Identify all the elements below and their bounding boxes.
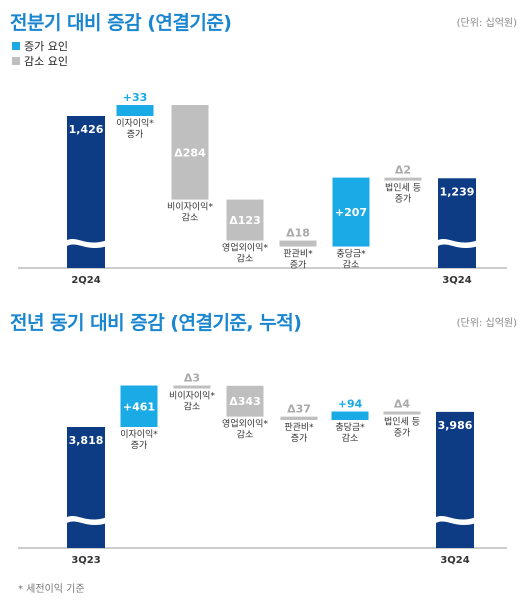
step-value-label: +461 <box>123 400 155 413</box>
decrease-bar <box>383 411 421 415</box>
step-description-label: 판관비* <box>284 422 314 433</box>
category-label: 3Q24 <box>440 555 469 566</box>
step-description-label: 비이자이익* <box>167 201 213 213</box>
step-value-label: Δ123 <box>229 214 260 227</box>
step-description-label: 충당금* <box>335 422 365 433</box>
chart-title: 전분기 대비 증감 (연결기준) <box>10 12 232 34</box>
category-label: 2Q24 <box>71 275 100 286</box>
legend-label-decrease: 감소 요인 <box>24 54 68 68</box>
step-value-label: Δ18 <box>286 227 310 240</box>
step-description-label: 감소 <box>237 429 254 441</box>
decrease-bar <box>173 385 211 389</box>
step-description-label: 증가 <box>291 433 308 444</box>
step-description-label: 이자이익* <box>116 117 154 129</box>
legend-item-increase: 증가 요인 <box>12 38 68 53</box>
step-description-label: 비이자이익* <box>169 390 215 402</box>
step-description-label: 증가 <box>127 129 144 140</box>
decrease-bar <box>171 105 209 200</box>
legend-item-decrease: 감소 요인 <box>12 53 68 68</box>
increase-bar <box>331 411 369 420</box>
axis-break <box>65 238 107 249</box>
step-description-label: 감소 <box>237 253 254 265</box>
increase-swatch <box>12 41 20 50</box>
decrease-bar <box>279 240 317 247</box>
step-value-label: Δ284 <box>174 146 206 159</box>
axis-break <box>65 515 107 526</box>
axis-break <box>434 515 476 526</box>
decrease-bar <box>226 385 264 417</box>
axis-break <box>436 238 478 249</box>
total-value-label: 3,986 <box>438 419 473 432</box>
footnote: * 세전이익 기준 <box>18 584 85 595</box>
step-description-label: 영업외이익* <box>222 418 268 430</box>
decrease-bar <box>384 177 422 181</box>
step-description-label: 증가 <box>290 260 307 271</box>
increase-bar <box>120 385 158 427</box>
step-value-label: Δ37 <box>287 403 311 416</box>
decrease-bar <box>226 199 264 241</box>
step-description-label: 감소 <box>342 432 359 444</box>
step-description-label: 법인세 등 <box>384 417 420 428</box>
step-description-label: 법인세 등 <box>385 183 421 194</box>
step-value-label: Δ2 <box>395 164 411 177</box>
step-value-label: Δ343 <box>229 395 260 408</box>
total-value-label: 1,239 <box>440 185 475 198</box>
increase-bar <box>332 177 370 247</box>
total-value-label: 3,818 <box>69 434 104 447</box>
step-value-label: Δ4 <box>394 398 411 411</box>
step-description-label: 증가 <box>395 194 412 205</box>
step-description-label: 증가 <box>131 440 148 451</box>
category-label: 3Q24 <box>442 275 471 286</box>
decrease-bar <box>280 416 318 420</box>
step-value-label: +33 <box>123 91 148 104</box>
step-description-label: 감소 <box>184 401 201 413</box>
total-bar <box>67 427 105 548</box>
legend-label-increase: 증가 요인 <box>24 39 68 53</box>
increase-bar <box>116 105 154 116</box>
total-bar <box>436 411 474 548</box>
step-description-label: 충당금* <box>336 249 366 260</box>
total-bar <box>438 178 476 268</box>
step-description-label: 감소 <box>343 259 360 271</box>
step-description-label: 감소 <box>182 212 199 224</box>
step-description-label: 영업외이익* <box>222 242 268 254</box>
step-value-label: +207 <box>335 206 367 219</box>
total-value-label: 1,426 <box>69 123 104 136</box>
step-description-label: 증가 <box>394 428 411 439</box>
step-value-label: +94 <box>338 398 363 411</box>
yoy-panel: 전년 동기 대비 증감 (연결기준, 누적) (단위: 십억원) 3,818 3Q… <box>0 300 525 575</box>
step-description-label: 판관비* <box>283 249 313 260</box>
qoq-panel: 전분기 대비 증감 (연결기준) (단위: 십억원) 증가 요인 감소 요인 1… <box>0 0 525 290</box>
step-description-label: 이자이익* <box>120 428 158 440</box>
unit-label: (단위: 십억원) <box>456 18 517 29</box>
step-value-label: Δ3 <box>184 372 200 385</box>
legend: 증가 요인 감소 요인 <box>12 38 68 68</box>
unit-label: (단위: 십억원) <box>456 318 517 329</box>
chart-title: 전년 동기 대비 증감 (연결기준, 누적) <box>10 312 302 334</box>
category-label: 3Q23 <box>71 555 100 566</box>
decrease-swatch <box>12 56 20 65</box>
